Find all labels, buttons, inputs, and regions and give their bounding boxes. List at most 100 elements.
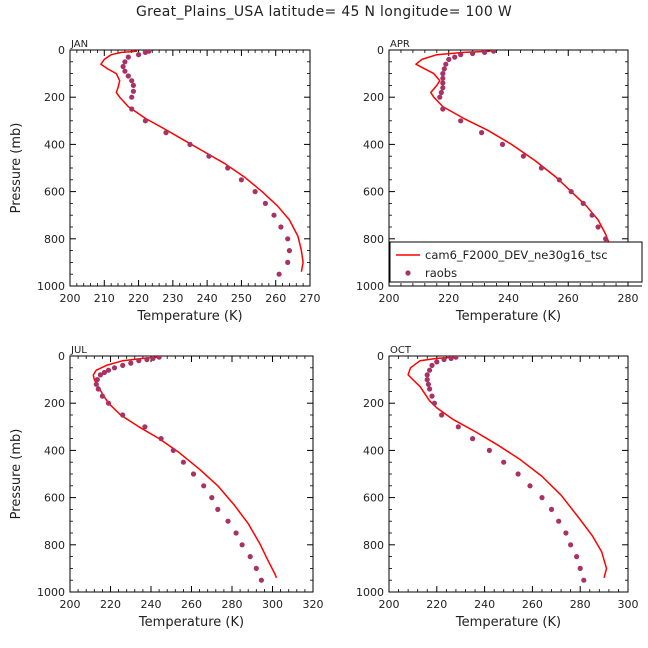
raobs-point [144, 356, 150, 363]
raobs-point [434, 359, 440, 365]
raobs-point [247, 554, 253, 560]
raobs-point [458, 118, 464, 124]
raobs-point [424, 377, 430, 383]
raobs-point [538, 165, 545, 171]
raobs-point [429, 393, 435, 399]
raobs-point [441, 356, 447, 363]
x-tick-label: 280 [618, 292, 639, 305]
raobs-point [577, 565, 583, 572]
x-tick-label: 240 [474, 598, 495, 611]
raobs-point [448, 356, 454, 361]
raobs-point [150, 356, 156, 361]
raobs-point [163, 130, 169, 136]
raobs-point [95, 386, 101, 392]
raobs-point [125, 54, 131, 60]
x-tick-label: 220 [100, 598, 121, 611]
y-tick-label: 800 [363, 539, 384, 552]
raobs-point [233, 530, 239, 536]
raobs-point [101, 369, 107, 376]
x-axis-title: Temperature (K) [455, 309, 561, 324]
raobs-point [486, 447, 492, 453]
legend-obs-swatch [405, 270, 411, 276]
raobs-point [427, 367, 433, 373]
figure-title: Great_Plains_USA latitude= 45 N longitud… [135, 4, 512, 20]
y-tick-label: 200 [363, 397, 384, 410]
raobs-point [446, 56, 452, 63]
raobs-point [156, 356, 162, 360]
raobs-point [580, 200, 586, 206]
y-tick-label: 800 [363, 233, 384, 246]
x-tick-label: 220 [426, 598, 447, 611]
y-tick-label: 400 [363, 138, 384, 151]
x-tick-label: 240 [498, 292, 519, 305]
x-tick-label: 200 [60, 598, 81, 611]
panel-label: JAN [70, 39, 88, 50]
raobs-point [603, 236, 609, 242]
raobs-point [440, 85, 446, 91]
y-tick-label: 0 [58, 350, 65, 363]
raobs-point [252, 189, 258, 195]
x-tick-label: 320 [303, 598, 324, 611]
x-tick-label: 200 [379, 598, 400, 611]
x-tick-label: 270 [300, 292, 321, 305]
raobs-point [120, 412, 126, 418]
raobs-point [120, 63, 126, 70]
x-tick-label: 260 [181, 598, 202, 611]
raobs-point [427, 386, 433, 392]
y-tick-label: 0 [58, 44, 65, 57]
raobs-point [97, 372, 103, 378]
plot-frame [69, 49, 311, 287]
raobs-point [499, 141, 506, 147]
raobs-point [453, 356, 459, 360]
panel-label: OCT [390, 345, 412, 356]
raobs-point [424, 372, 430, 378]
raobs-point [285, 236, 291, 242]
raobs-point [130, 88, 136, 94]
x-axis-title: Temperature (K) [136, 309, 242, 324]
x-tick-label: 210 [94, 292, 115, 305]
raobs-point [470, 436, 476, 442]
raobs-point [581, 577, 587, 583]
raobs-point [136, 358, 142, 364]
x-tick-label: 250 [231, 292, 252, 305]
x-tick-label: 280 [570, 598, 591, 611]
raobs-point [258, 577, 264, 583]
raobs-point [568, 542, 574, 548]
raobs-point [438, 89, 444, 96]
raobs-point [563, 530, 569, 536]
y-tick-label: 400 [44, 444, 65, 457]
raobs-point [158, 436, 164, 442]
panel-label: JUL [70, 345, 87, 356]
raobs-point [225, 518, 231, 524]
raobs-point [122, 68, 128, 74]
raobs-point [271, 212, 277, 218]
raobs-point [278, 224, 284, 230]
raobs-point [94, 377, 100, 383]
raobs-point [515, 471, 521, 477]
y-tick-label: 600 [363, 492, 384, 505]
raobs-point [120, 362, 126, 368]
raobs-point [539, 495, 545, 501]
y-tick-label: 1000 [356, 586, 384, 599]
y-tick-label: 600 [363, 186, 384, 199]
raobs-point [441, 66, 447, 72]
raobs-point [556, 177, 562, 183]
raobs-point [215, 506, 221, 512]
panel-label: APR [390, 39, 410, 50]
raobs-point [111, 365, 118, 371]
plot-data [92, 356, 278, 583]
raobs-point [520, 153, 527, 159]
y-tick-label: 400 [44, 138, 65, 151]
raobs-point [286, 248, 292, 254]
raobs-point [527, 483, 533, 489]
y-tick-label: 200 [363, 91, 384, 104]
x-tick-label: 240 [141, 598, 162, 611]
raobs-point [574, 554, 580, 560]
y-axis-title: Pressure (mb) [9, 123, 24, 214]
y-tick-label: 600 [44, 186, 65, 199]
raobs-point [105, 367, 112, 373]
panel-jan: 200 210 220 230 240 250 260 270 0 200 400 600 800 100… [9, 39, 321, 324]
raobs-point [128, 360, 134, 366]
